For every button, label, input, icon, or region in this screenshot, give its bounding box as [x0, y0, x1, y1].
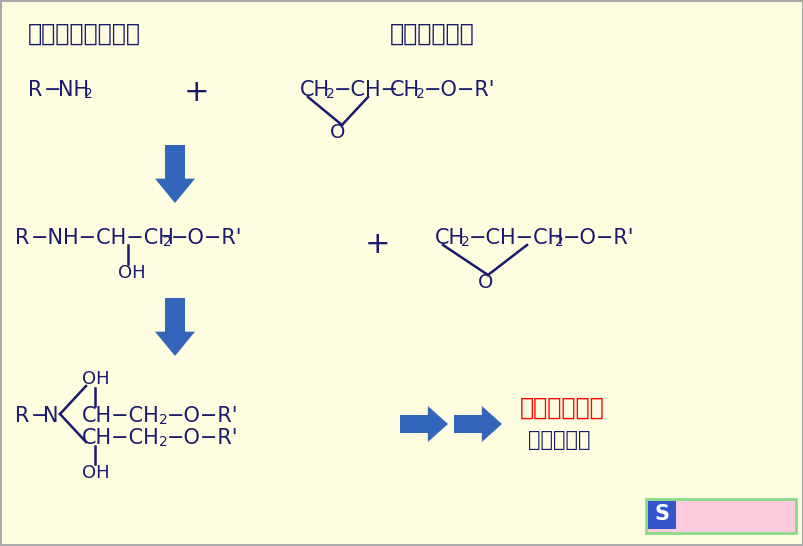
Text: −CH−CH: −CH−CH — [468, 228, 564, 248]
Text: −O−R': −O−R' — [171, 228, 243, 248]
Text: S: S — [654, 504, 669, 524]
Text: CH: CH — [389, 80, 420, 100]
Text: OH: OH — [82, 464, 109, 482]
Bar — [165, 298, 185, 331]
Text: N: N — [43, 406, 59, 426]
Text: O: O — [329, 123, 345, 142]
Text: −: − — [31, 406, 48, 426]
Text: R: R — [15, 406, 30, 426]
Bar — [165, 145, 185, 179]
Text: −O−R': −O−R' — [423, 80, 495, 100]
Text: OH: OH — [118, 264, 145, 282]
Polygon shape — [155, 331, 195, 356]
Text: 2: 2 — [84, 87, 92, 101]
Text: OH: OH — [82, 370, 109, 388]
Polygon shape — [481, 406, 501, 442]
Text: CH: CH — [434, 228, 465, 248]
Text: 2: 2 — [325, 87, 334, 101]
Text: −O−R': −O−R' — [167, 428, 238, 448]
Text: 技術情報館SEKIGIN: 技術情報館SEKIGIN — [679, 506, 777, 520]
FancyBboxPatch shape — [645, 499, 795, 533]
Text: エポキシ樹脂: エポキシ樹脂 — [389, 22, 474, 46]
Text: −O−R': −O−R' — [167, 406, 238, 426]
Text: +: + — [184, 78, 210, 107]
Text: R: R — [28, 80, 43, 100]
Text: NH: NH — [58, 80, 89, 100]
Text: 三次元網目化: 三次元網目化 — [520, 396, 604, 420]
Text: 2: 2 — [159, 413, 168, 427]
Text: −: − — [44, 80, 61, 100]
Text: −O−R': −O−R' — [562, 228, 634, 248]
Text: CH: CH — [300, 80, 330, 100]
Text: 2: 2 — [159, 435, 168, 449]
Text: O: O — [478, 273, 493, 292]
Polygon shape — [427, 406, 447, 442]
Text: −CH−: −CH− — [333, 80, 398, 100]
Text: 硬化剤（アミン）: 硬化剤（アミン） — [28, 22, 141, 46]
Bar — [400, 416, 427, 432]
Text: 2: 2 — [460, 235, 469, 249]
Bar — [647, 501, 675, 529]
Text: R: R — [15, 228, 30, 248]
Text: 2: 2 — [554, 235, 563, 249]
Text: 2: 2 — [163, 235, 172, 249]
Text: CH−CH: CH−CH — [82, 406, 160, 426]
Text: 塗膜の形成: 塗膜の形成 — [528, 430, 589, 450]
Text: −NH−CH−CH: −NH−CH−CH — [31, 228, 175, 248]
Bar — [454, 416, 481, 432]
Text: +: + — [365, 230, 390, 259]
Text: CH−CH: CH−CH — [82, 428, 160, 448]
Polygon shape — [155, 179, 195, 203]
Text: 2: 2 — [415, 87, 424, 101]
